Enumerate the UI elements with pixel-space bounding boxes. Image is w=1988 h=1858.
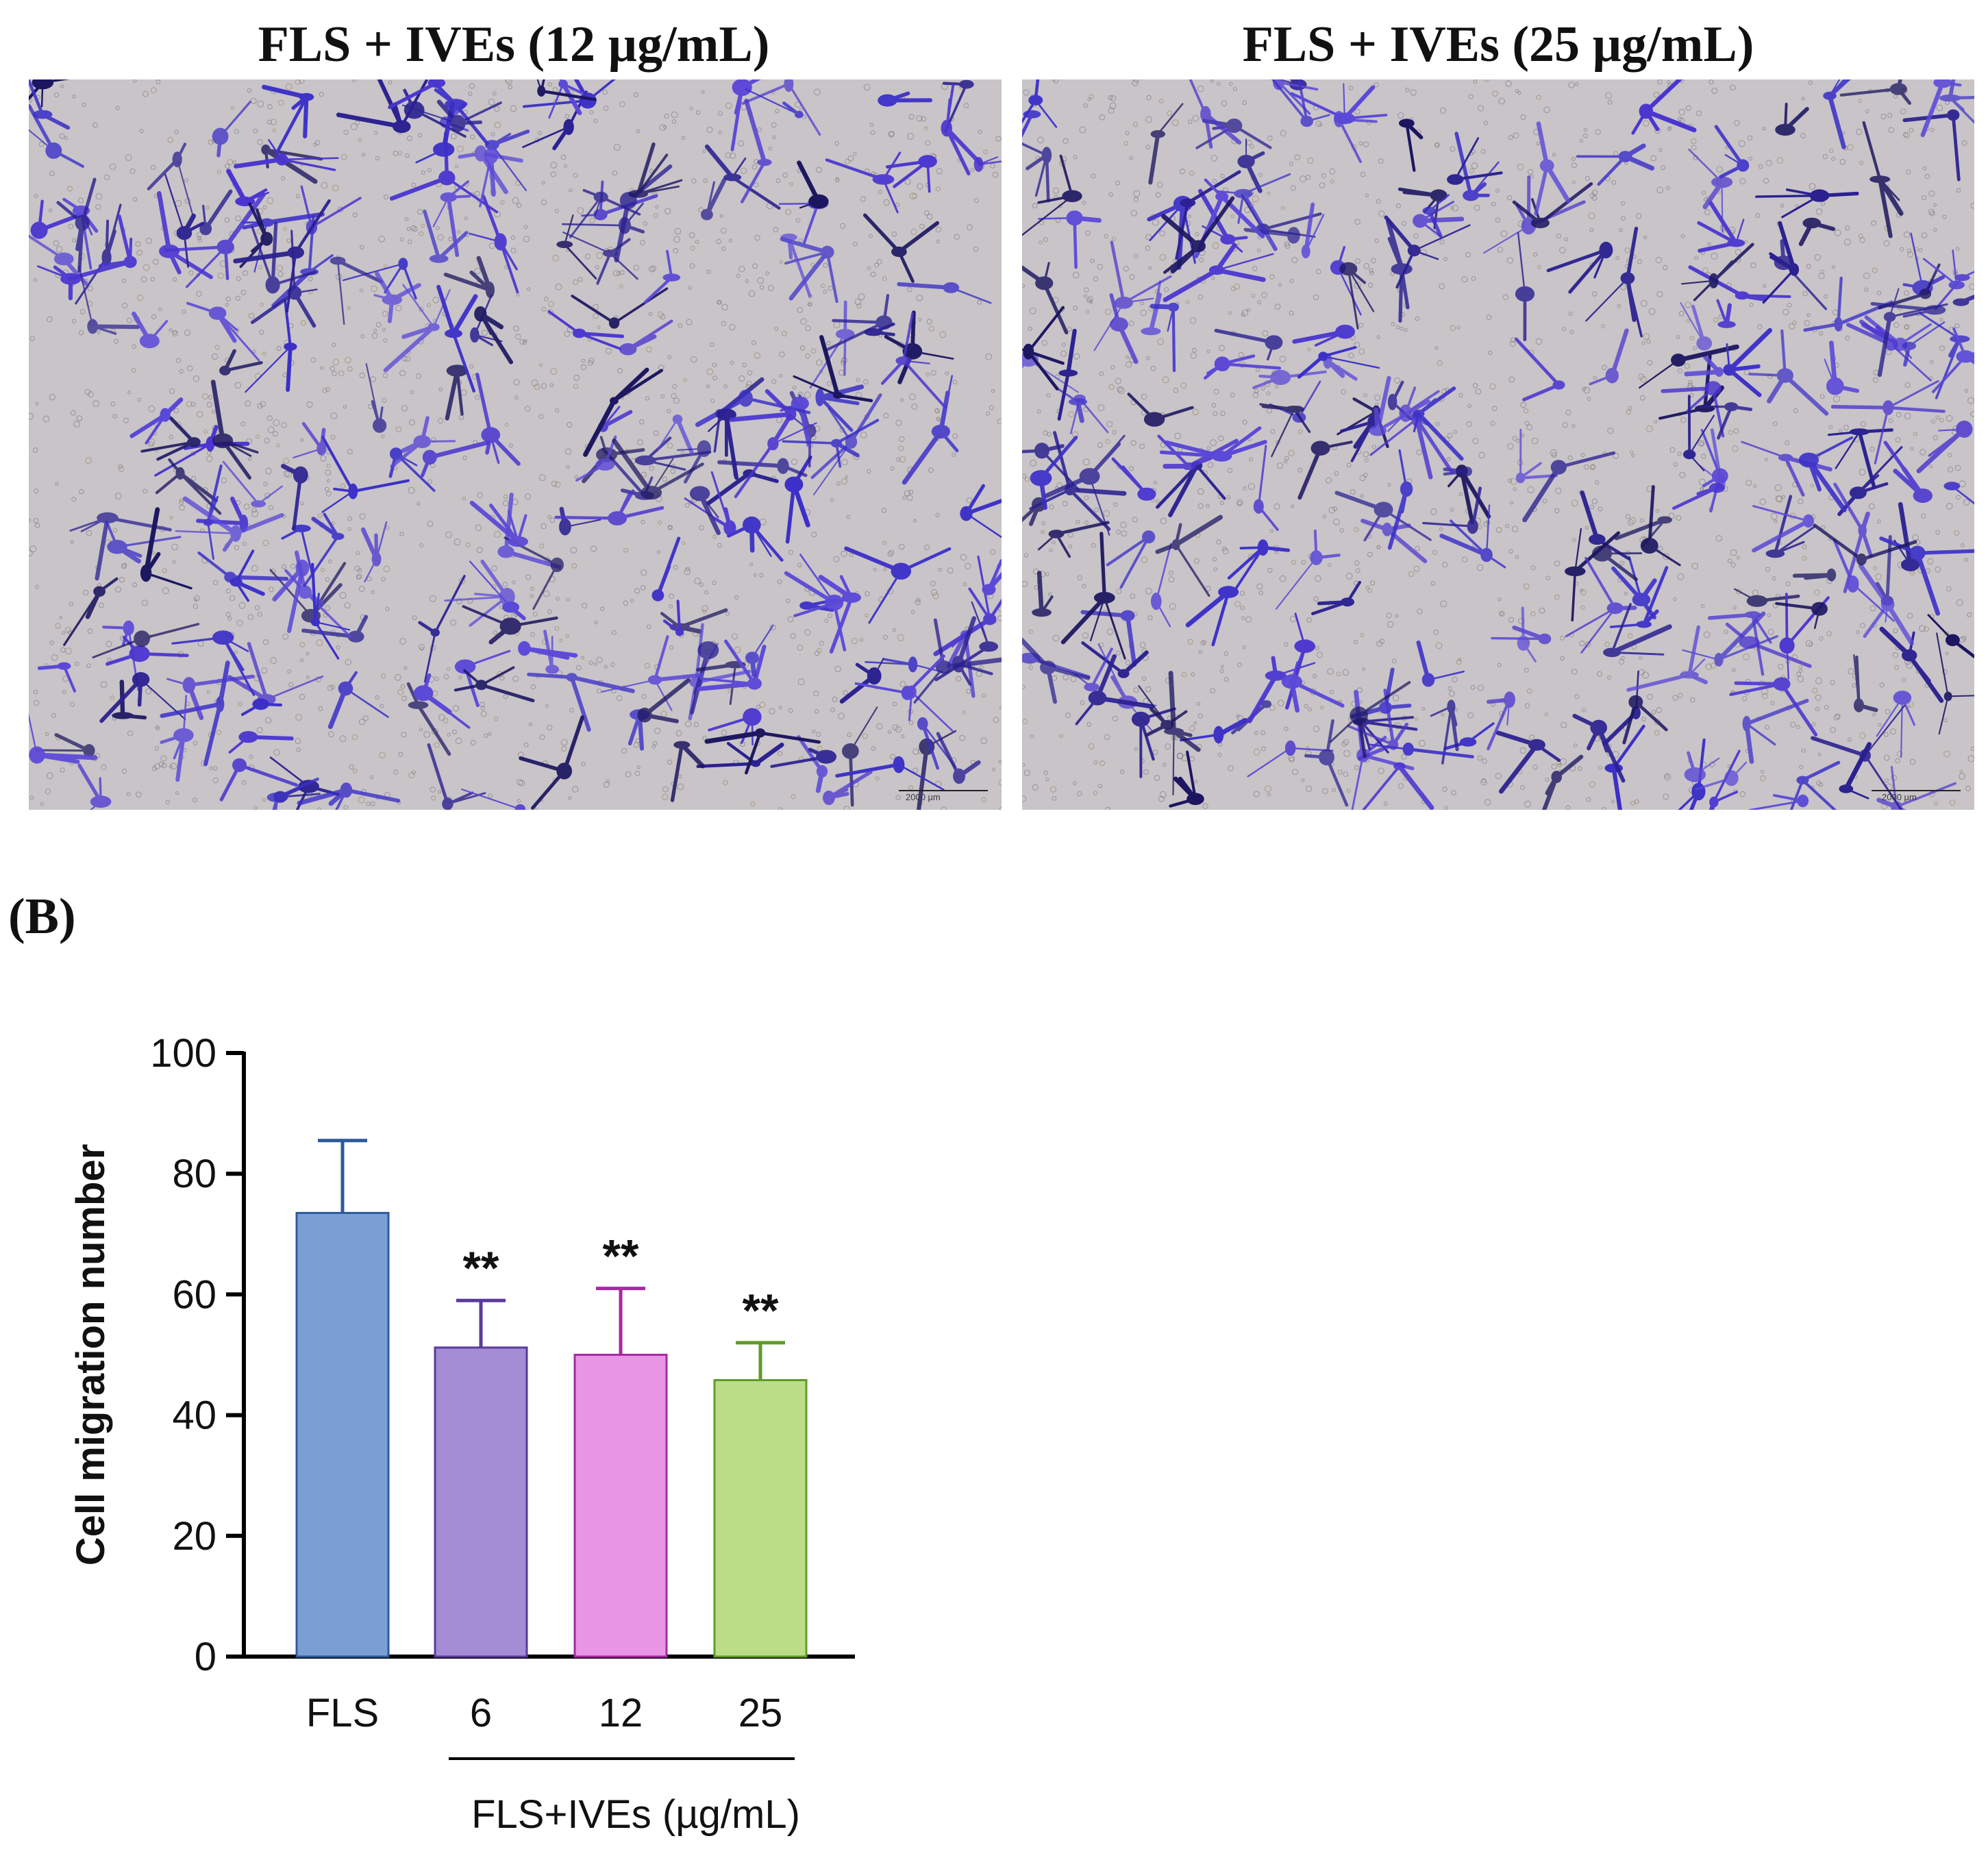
- bar-chart: 0 20 40 60 80 100 Cell migration number FLS ** 6 *…: [69, 1031, 855, 1837]
- micrograph-12-ug: 2000 µm: [29, 79, 1002, 810]
- panel-title-25: FLS + IVEs (25 µg/mL): [1242, 16, 1754, 73]
- y-tick-label: 80: [172, 1152, 216, 1196]
- micrograph-25-ug: 2000 µm: [1022, 79, 1974, 810]
- significance-label: **: [603, 1230, 639, 1283]
- y-axis-label: Cell migration number: [69, 1144, 113, 1566]
- y-tick-label: 100: [150, 1031, 216, 1076]
- panel-title-12: FLS + IVEs (12 µg/mL): [258, 16, 770, 73]
- significance-label: **: [463, 1242, 499, 1294]
- bar-25: [713, 1379, 808, 1658]
- x-tick-label: 12: [599, 1691, 643, 1735]
- significance-label: **: [743, 1285, 779, 1337]
- bar-6: [434, 1346, 528, 1658]
- bar-12: [573, 1354, 668, 1658]
- scale-bar-label: 2000 µm: [1882, 792, 1917, 802]
- y-tick-label: 40: [172, 1394, 216, 1438]
- x-tick-label: 25: [738, 1691, 783, 1735]
- y-tick-label: 0: [195, 1635, 216, 1679]
- group-label: FLS+IVEs (µg/mL): [471, 1792, 800, 1837]
- scale-bar-label: 2000 µm: [906, 792, 941, 802]
- x-tick-label: FLS: [306, 1691, 379, 1735]
- bar-FLS: [295, 1211, 390, 1658]
- y-tick-label: 60: [172, 1272, 216, 1317]
- y-tick-label: 20: [172, 1514, 216, 1559]
- x-tick-label: 6: [470, 1691, 492, 1735]
- panel-letter-b: (B): [8, 889, 76, 945]
